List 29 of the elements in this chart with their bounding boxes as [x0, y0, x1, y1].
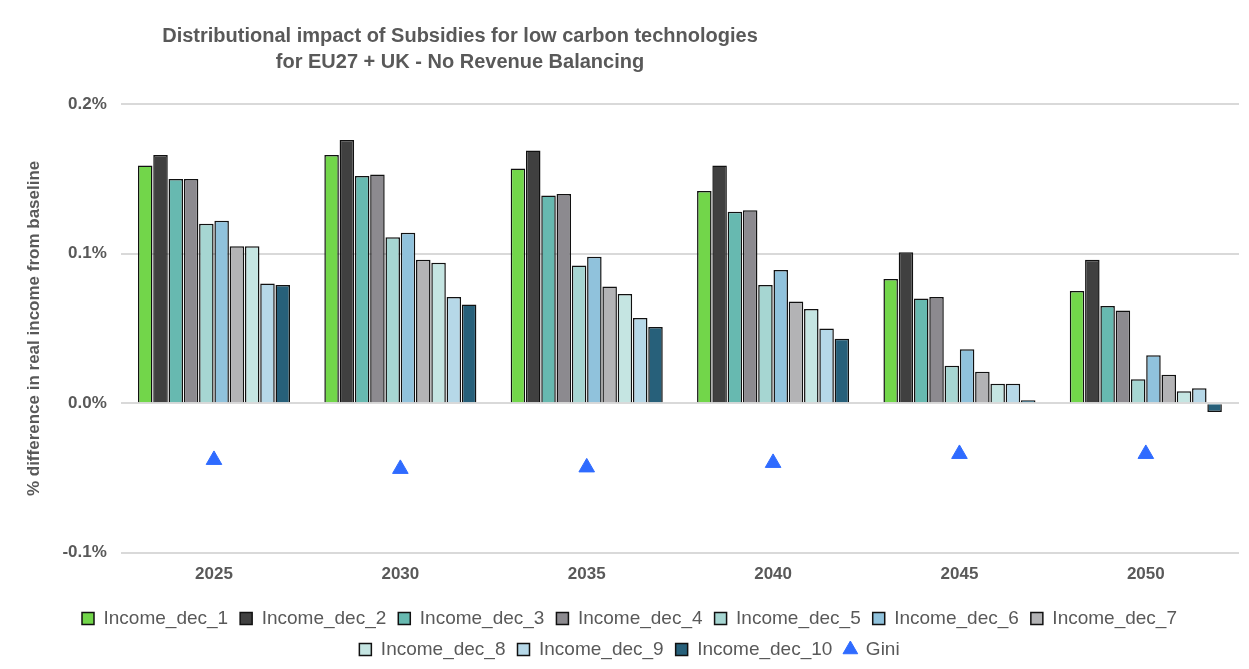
y-tick-label: 0.2%: [68, 93, 107, 113]
point: [392, 459, 409, 474]
x-tick-label: 2040: [754, 564, 792, 584]
x-tick-label: 2035: [567, 564, 606, 584]
legend-label: Income_dec_7: [1052, 606, 1178, 629]
x-tick-label: 2050: [1126, 564, 1165, 584]
x-tick-label: 2030: [381, 564, 420, 584]
x-tick-label: 2045: [940, 564, 979, 584]
legend-label: Income_dec_3: [419, 606, 545, 629]
point: [578, 457, 596, 473]
point: [951, 444, 968, 459]
y-axis-title: % difference in real income from baseline: [23, 160, 43, 497]
legend-label: Income_dec_6: [894, 606, 1019, 629]
legend-label: Income_dec_9: [539, 637, 664, 660]
legend-label: Gini: [865, 637, 900, 659]
x-tick-label: 2025: [195, 564, 233, 584]
y-tick-label: 0.1%: [68, 243, 107, 263]
y-tick-label: -0.1%: [62, 542, 107, 562]
chart-title: Distributional impact of Subsidies for low carbon technologies for EU27 + UK - No Revenue Balancing: [161, 23, 759, 74]
point: [1137, 444, 1155, 459]
legend-label: Income_dec_1: [103, 606, 229, 629]
legend-label: Income_dec_4: [577, 606, 703, 629]
point: [764, 453, 782, 468]
point: [205, 450, 223, 465]
legend-label: Income_dec_10: [697, 637, 833, 660]
y-tick-label: 0.0%: [68, 392, 107, 412]
legend-label: Income_dec_8: [380, 637, 506, 660]
legend-label: Income_dec_5: [736, 606, 861, 629]
legend-label: Income_dec_2: [261, 606, 387, 629]
